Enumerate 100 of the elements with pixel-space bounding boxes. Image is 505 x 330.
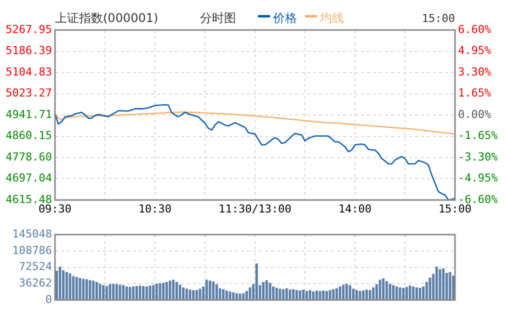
- bar: [192, 290, 195, 300]
- bar: [205, 280, 208, 300]
- bar: [305, 290, 308, 300]
- bar: [412, 286, 415, 300]
- bar: [175, 282, 178, 300]
- bar: [275, 288, 278, 300]
- bar: [172, 280, 175, 300]
- bar: [138, 286, 142, 300]
- bar: [222, 289, 225, 300]
- y2-tick-label: 4.95%: [458, 44, 492, 58]
- bar: [342, 284, 345, 300]
- y-tick-label: 72524: [18, 260, 52, 274]
- x-tick-label: 09:30: [38, 202, 72, 216]
- bar: [235, 293, 238, 300]
- bar: [395, 286, 398, 300]
- bar: [298, 290, 302, 300]
- bar: [112, 284, 115, 300]
- y2-tick-label: -4.95%: [458, 172, 498, 185]
- bar: [162, 282, 165, 300]
- bar: [408, 286, 412, 300]
- y2-tick-label: 0.00%: [458, 108, 492, 121]
- bar: [335, 288, 338, 300]
- bar: [255, 263, 258, 300]
- bar: [398, 287, 402, 300]
- bar: [308, 290, 312, 300]
- bar: [72, 276, 75, 300]
- legend-label: 价格: [272, 11, 297, 25]
- x-tick-label: 10:30: [138, 202, 172, 216]
- chart-subtitle: 分时图: [200, 11, 236, 25]
- bar: [278, 288, 282, 300]
- bar: [422, 286, 425, 300]
- y-tick-label: 5186.39: [6, 44, 52, 58]
- bar: [385, 281, 388, 300]
- bar: [182, 287, 185, 300]
- bar: [232, 292, 235, 300]
- bar: [65, 272, 68, 300]
- bar: [82, 278, 85, 300]
- y2-tick-label: 6.60%: [458, 22, 492, 36]
- bar: [452, 276, 455, 300]
- bar: [142, 286, 145, 300]
- bar: [118, 284, 122, 300]
- bar: [332, 289, 335, 300]
- bar: [368, 290, 372, 300]
- bar: [228, 291, 232, 300]
- bar: [132, 286, 135, 300]
- bar: [215, 284, 218, 300]
- bar: [238, 294, 242, 300]
- y-tick-label: 5023.27: [6, 86, 52, 100]
- bar: [75, 277, 78, 300]
- y-tick-label: 4697.04: [6, 172, 52, 185]
- bar: [378, 280, 382, 300]
- bar: [158, 283, 162, 300]
- bar: [382, 278, 385, 300]
- bar: [102, 285, 105, 300]
- bar: [88, 280, 92, 300]
- bar: [315, 290, 318, 300]
- bar: [108, 284, 112, 300]
- bar: [248, 287, 252, 300]
- bar: [312, 291, 315, 300]
- x-tick-label: 15:00: [438, 202, 472, 216]
- text: 15:00: [422, 12, 455, 25]
- bar: [218, 288, 222, 300]
- bar: [338, 286, 342, 300]
- bar: [245, 290, 248, 300]
- bar: [152, 285, 155, 300]
- bar: [442, 268, 445, 300]
- bar: [435, 266, 438, 300]
- bar: [438, 269, 442, 300]
- bar: [185, 288, 188, 300]
- x-tick-label: 11:30/13:00: [218, 202, 292, 216]
- y2-tick-label: 1.65%: [458, 86, 492, 100]
- bar: [392, 285, 395, 300]
- y-tick-label: 0: [45, 292, 52, 306]
- bar: [225, 290, 228, 300]
- bar: [105, 286, 108, 300]
- bar: [355, 290, 358, 300]
- bar: [262, 282, 265, 300]
- bar: [122, 285, 125, 300]
- bar: [95, 282, 98, 300]
- bar: [272, 286, 275, 300]
- bar: [405, 286, 408, 300]
- y-tick-label: 5104.83: [6, 65, 52, 78]
- bar: [415, 287, 418, 300]
- y2-tick-label: 3.30%: [458, 65, 492, 78]
- bar: [362, 290, 365, 300]
- bar: [292, 289, 295, 300]
- bar: [302, 290, 305, 300]
- bar: [68, 273, 72, 300]
- y-tick-label: 36262: [18, 276, 52, 290]
- y2-tick-label: -3.30%: [458, 150, 498, 164]
- bar: [352, 288, 355, 300]
- bar: [168, 280, 172, 300]
- bar: [198, 288, 202, 300]
- bar: [125, 286, 128, 300]
- y-tick-label: 108786: [12, 244, 52, 257]
- bar: [115, 284, 118, 300]
- bar: [318, 290, 322, 300]
- bar: [178, 284, 182, 300]
- x-tick-label: 14:00: [338, 202, 372, 216]
- bar: [155, 284, 158, 300]
